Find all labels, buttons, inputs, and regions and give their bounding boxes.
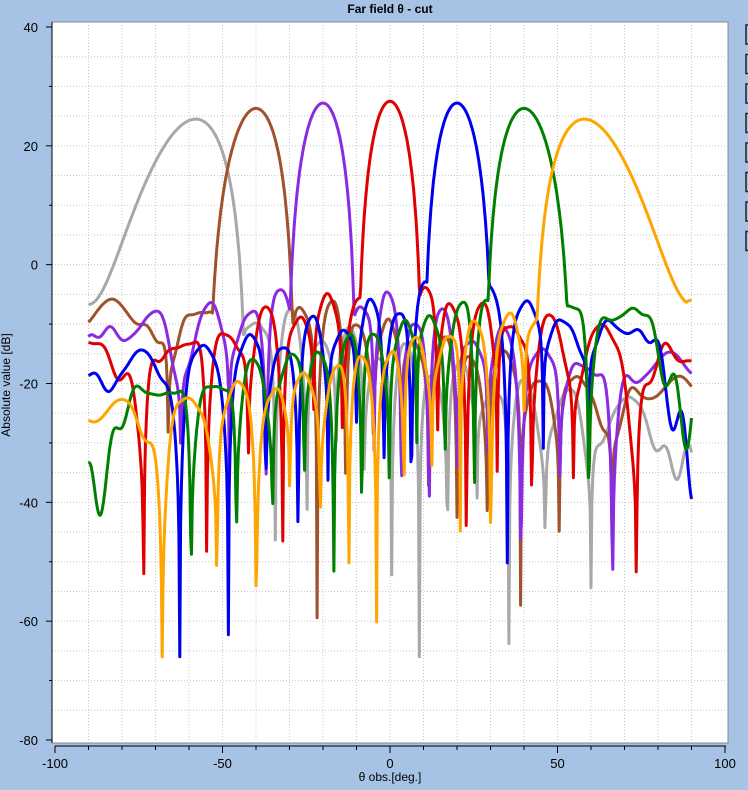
y-tick-label: -60 bbox=[19, 614, 38, 629]
y-tick-label: -40 bbox=[19, 495, 38, 510]
legend[interactable] bbox=[745, 24, 748, 252]
y-tick-label: -20 bbox=[19, 377, 38, 392]
x-axis-label: θ obs.[deg.] bbox=[359, 770, 422, 784]
x-tick-label: 50 bbox=[550, 756, 564, 771]
series-line-40 bbox=[87, 106, 693, 573]
legend-swatch[interactable] bbox=[745, 53, 748, 75]
legend-swatch[interactable] bbox=[745, 24, 748, 45]
series-lines bbox=[87, 99, 693, 659]
y-axis-label: Absolute value [dB] bbox=[0, 333, 13, 436]
legend-swatch[interactable] bbox=[745, 112, 748, 134]
legend-swatch[interactable] bbox=[745, 83, 748, 104]
x-tick-label: -100 bbox=[42, 756, 68, 771]
legend-swatch[interactable] bbox=[745, 142, 748, 163]
legend-swatch[interactable] bbox=[745, 171, 748, 193]
y-tick-label: -80 bbox=[19, 733, 38, 748]
series-line-20 bbox=[87, 101, 693, 659]
series-line-0 bbox=[87, 99, 693, 576]
x-tick-label: -50 bbox=[213, 756, 232, 771]
series-line-58 bbox=[87, 117, 693, 659]
x-tick-label: 0 bbox=[386, 756, 393, 771]
legend-swatch[interactable] bbox=[745, 230, 748, 252]
y-tick-label: 40 bbox=[24, 20, 38, 35]
chart-title: Far field θ - cut bbox=[347, 2, 433, 16]
axes: -100 -50 0 50 100 -80 -60 -40 -20 0 20 40 bbox=[19, 20, 736, 771]
grid bbox=[52, 22, 728, 743]
y-tick-label: 0 bbox=[31, 258, 38, 273]
x-tick-label: 100 bbox=[714, 756, 736, 771]
y-tick-label: 20 bbox=[24, 139, 38, 154]
legend-swatch[interactable] bbox=[745, 201, 748, 222]
